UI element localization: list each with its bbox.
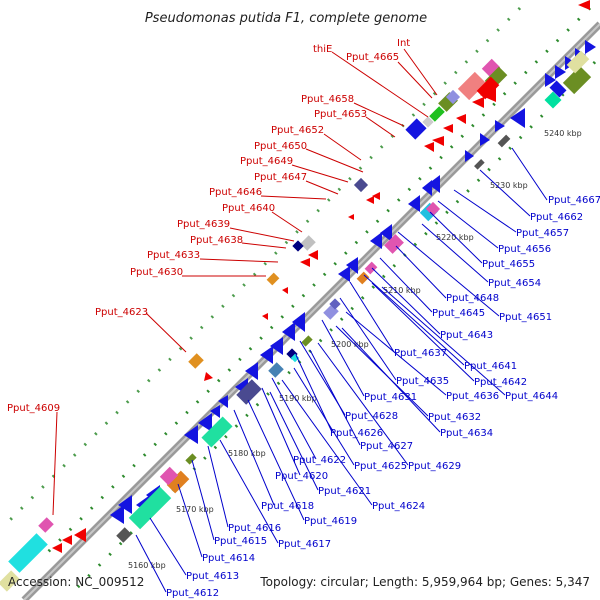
reverse-strand-features <box>110 40 596 543</box>
gene-label: Pput_4619 <box>304 516 357 527</box>
tick-label: 5190 kbp <box>279 394 317 403</box>
gene-label: Pput_4613 <box>186 571 239 582</box>
genome-title: Pseudomonas putida F1, complete genome <box>145 11 427 26</box>
gene-label: Pput_4629 <box>408 461 461 472</box>
gene-label: Pput_4630 <box>130 267 183 278</box>
scale-ticks: 5160 kbp 5170 kbp 5180 kbp 5190 kbp 5200… <box>128 129 582 570</box>
tick-label: 5210 kbp <box>383 286 421 295</box>
gene-label: Pput_4632 <box>428 412 481 423</box>
gene-label: Pput_4638 <box>190 235 243 246</box>
forward-labels: Int thiE Pput_4665 Pput_4658 Pput_4653 P… <box>7 38 438 516</box>
gene-label: Pput_4626 <box>330 428 383 439</box>
gene-label: Pput_4634 <box>440 428 493 439</box>
gene-label: Pput_4655 <box>482 259 535 270</box>
gene-label: Pput_4667 <box>548 195 600 206</box>
tick-label: 5240 kbp <box>544 129 582 138</box>
gene-label: Pput_4618 <box>261 501 314 512</box>
forward-strand-features <box>0 0 590 592</box>
gene-label: Int <box>397 38 410 49</box>
gene-label: Pput_4651 <box>499 312 552 323</box>
gene-label: Pput_4649 <box>240 156 293 167</box>
gene-label: Pput_4645 <box>432 308 485 319</box>
gene-label: Pput_4635 <box>396 376 449 387</box>
tick-label: 5220 kbp <box>436 233 474 242</box>
gene-label: Pput_4642 <box>474 377 527 388</box>
genome-stats-text: Topology: circular; Length: 5,959,964 bp… <box>259 575 590 589</box>
gene-label: Pput_4609 <box>7 403 60 414</box>
gene-label: Pput_4648 <box>446 293 499 304</box>
gene-label: Pput_4620 <box>275 471 328 482</box>
gene-label: Pput_4643 <box>440 330 493 341</box>
gene-label: Pput_4646 <box>209 187 262 198</box>
gene-label: Pput_4627 <box>360 441 413 452</box>
gene-label: Pput_4665 <box>346 52 399 63</box>
gene-label: Pput_4624 <box>372 501 425 512</box>
gene-label: Pput_4640 <box>222 203 275 214</box>
tick-label: 5230 kbp <box>490 181 528 190</box>
accession-text: Accession: NC_009512 <box>8 575 144 589</box>
gene-label: Pput_4614 <box>202 553 255 564</box>
tick-label: 5170 kbp <box>176 505 214 514</box>
gene-label: Pput_4636 <box>446 391 499 402</box>
gene-label: Pput_4653 <box>314 109 367 120</box>
gene-label: Pput_4641 <box>464 361 517 372</box>
gene-label: Pput_4650 <box>254 141 307 152</box>
gene-label: Pput_4631 <box>364 392 417 403</box>
gene-label: Pput_4656 <box>498 244 551 255</box>
gene-label: Pput_4628 <box>345 411 398 422</box>
tick-label: 5160 kbp <box>128 561 166 570</box>
gene-label: Pput_4662 <box>530 212 583 223</box>
inner-dots <box>8 6 522 522</box>
gene-label: Pput_4644 <box>505 391 558 402</box>
gene-label: Pput_4615 <box>214 536 267 547</box>
gene-label: Pput_4637 <box>394 348 447 359</box>
gene-label: Pput_4633 <box>147 250 200 261</box>
gene-label: Pput_4652 <box>271 125 324 136</box>
gene-label: Pput_4623 <box>95 307 148 318</box>
gene-label: Pput_4657 <box>516 228 569 239</box>
gene-label: Pput_4658 <box>301 94 354 105</box>
gene-label: Pput_4621 <box>318 486 371 497</box>
gene-label: Pput_4647 <box>254 172 307 183</box>
gene-label: Pput_4625 <box>354 461 407 472</box>
tick-label: 5180 kbp <box>228 449 266 458</box>
tick-label: 5200 kbp <box>331 340 369 349</box>
gene-label: Pput_4639 <box>177 219 230 230</box>
reverse-labels: Pput_4667 Pput_4662 Pput_4657 Pput_4656 … <box>135 147 600 599</box>
gene-label: Pput_4612 <box>166 588 219 599</box>
gene-label: Pput_4616 <box>228 523 281 534</box>
gene-label: Pput_4654 <box>488 278 541 289</box>
gene-label: thiE <box>313 44 332 55</box>
gene-label: Pput_4617 <box>278 539 331 550</box>
gene-label: Pput_4622 <box>293 455 346 466</box>
